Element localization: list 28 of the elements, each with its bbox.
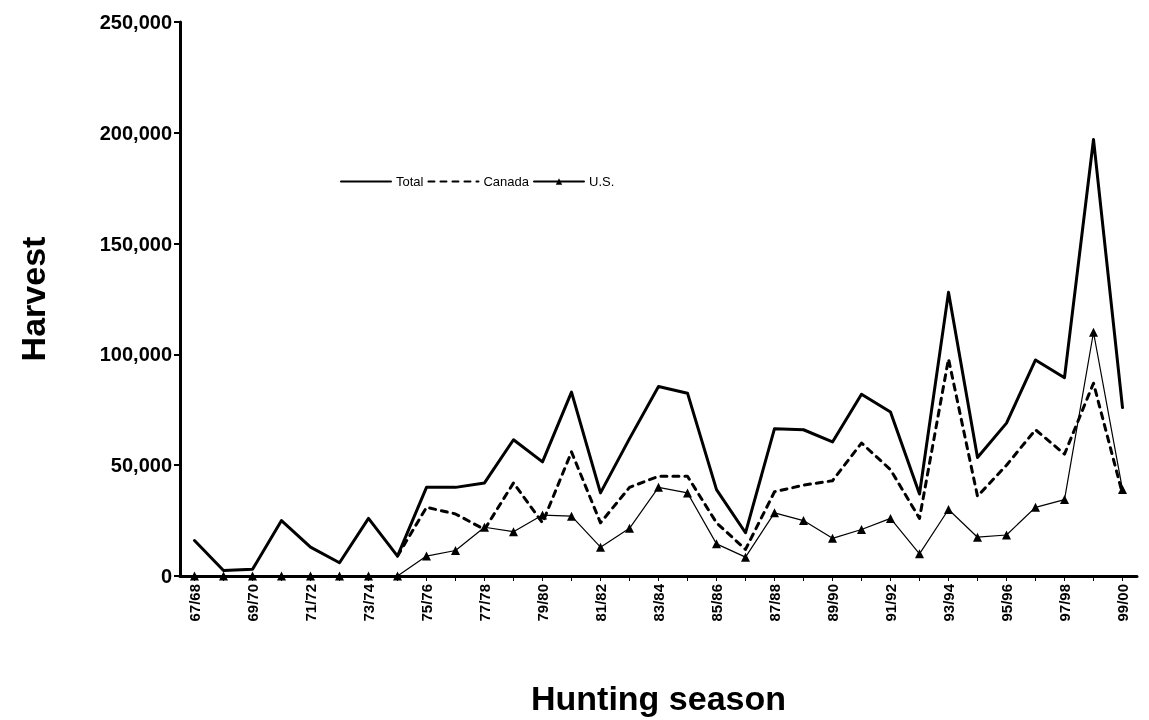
x-tick-label: 79/80 [534, 584, 551, 622]
y-tick-label: 0 [160, 565, 172, 587]
legend-label: Canada [483, 174, 530, 189]
x-tick-label: 69/70 [244, 584, 261, 622]
x-tick-label: 75/76 [418, 584, 435, 622]
legend-label: U.S. [589, 174, 615, 189]
x-tick-label: 91/92 [882, 584, 899, 622]
y-tick-label: 200,000 [99, 121, 172, 144]
x-tick-label: 73/74 [360, 583, 377, 622]
x-tick-label: 89/90 [824, 584, 841, 622]
legend-label: Total [396, 174, 424, 189]
y-axis-title: Harvest [14, 236, 52, 362]
x-tick-label: 77/78 [476, 584, 493, 622]
x-tick-label: 67/68 [186, 584, 203, 622]
y-tick-label: 100,000 [99, 343, 172, 366]
x-tick-label: 97/98 [1056, 584, 1073, 622]
y-tick-label: 50,000 [110, 454, 172, 477]
y-tick-label: 250,000 [99, 11, 172, 33]
x-tick-label: 95/96 [998, 584, 1015, 622]
x-tick-label: 99/00 [1114, 584, 1131, 622]
x-axis-title: Hunting season [530, 679, 787, 717]
x-tick-label: 83/84 [650, 583, 667, 622]
x-tick-label: 85/86 [708, 584, 725, 622]
x-tick-label: 81/82 [592, 584, 609, 622]
x-tick-label: 93/94 [940, 583, 957, 622]
y-tick-label: 150,000 [99, 232, 172, 255]
x-tick-label: 87/88 [766, 584, 783, 622]
x-tick-label: 71/72 [302, 584, 319, 622]
